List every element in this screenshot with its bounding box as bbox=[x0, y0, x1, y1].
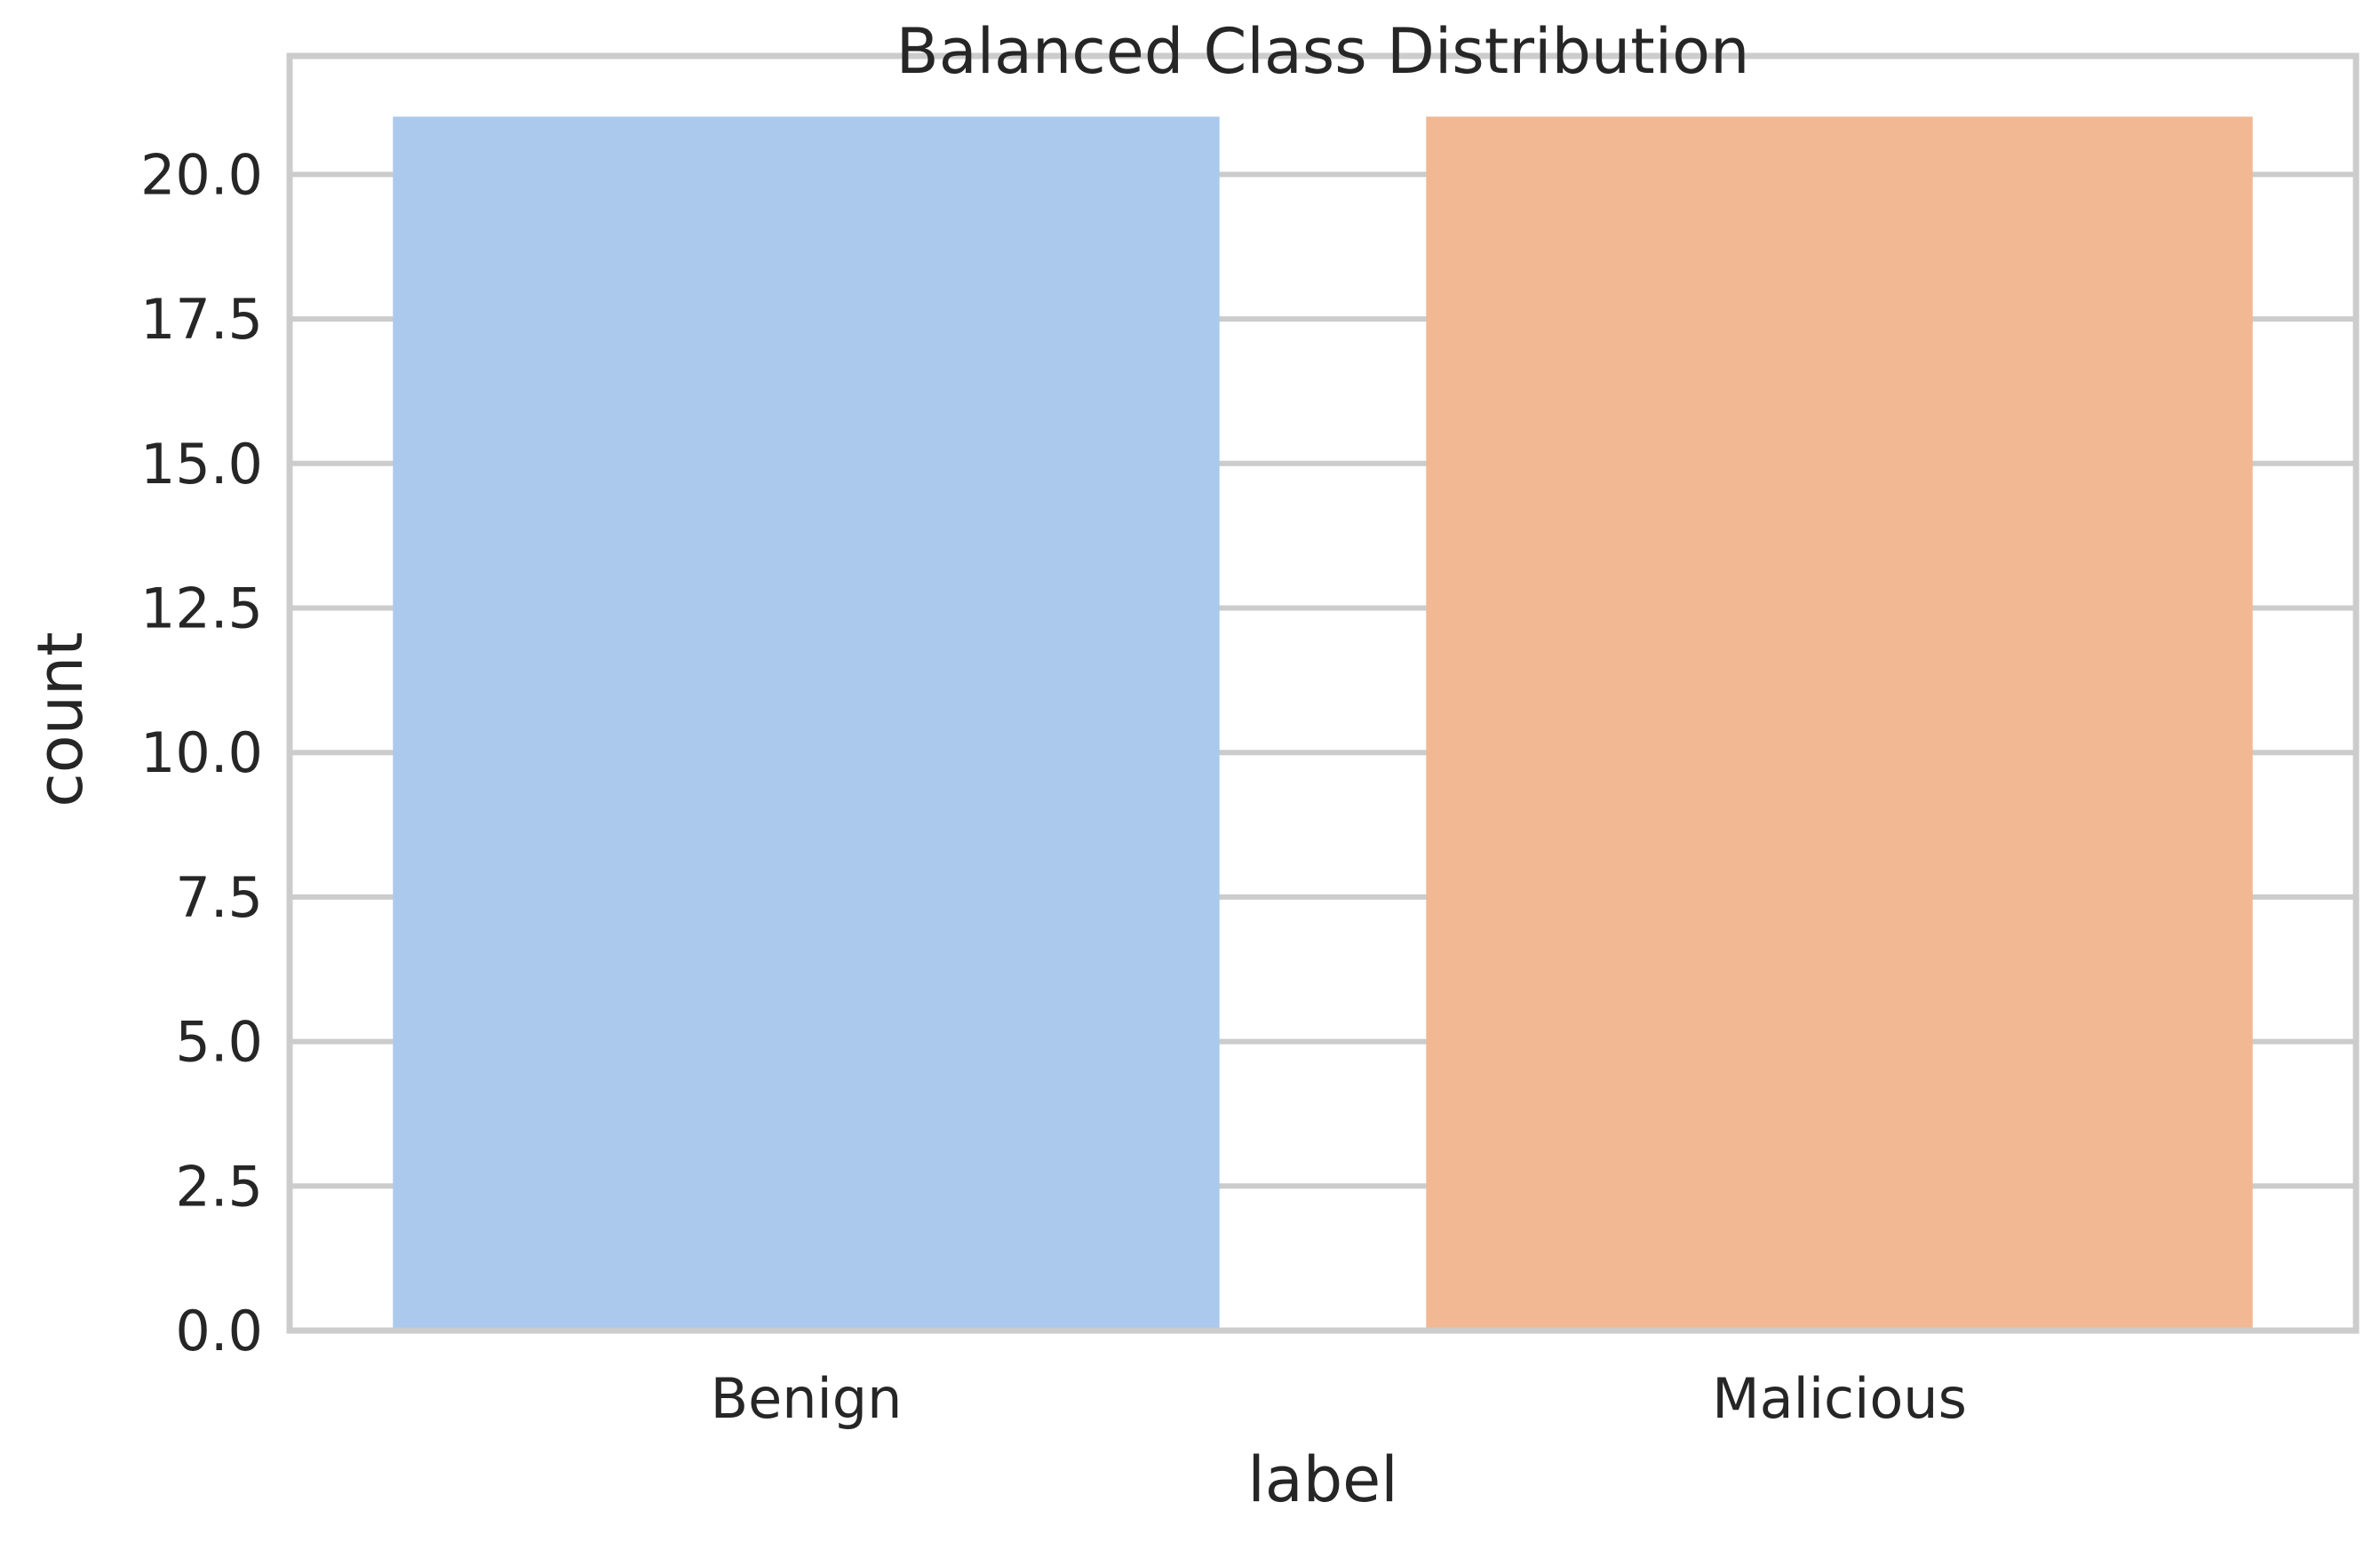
y-tick-label: 20.0 bbox=[140, 142, 263, 207]
x-tick-labels: Benign Malicious bbox=[711, 1366, 1967, 1431]
y-tick-label: 2.5 bbox=[175, 1154, 263, 1219]
y-tick-label: 12.5 bbox=[140, 576, 263, 641]
x-axis-label: label bbox=[1247, 1443, 1397, 1516]
y-tick-label: 15.0 bbox=[140, 432, 263, 497]
x-tick-label: Benign bbox=[711, 1366, 903, 1431]
y-tick-label: 0.0 bbox=[175, 1299, 263, 1363]
y-tick-label: 7.5 bbox=[175, 865, 263, 930]
plot-frame bbox=[286, 52, 2360, 1334]
chart-title: Balanced Class Distribution bbox=[896, 15, 1750, 88]
y-tick-label: 17.5 bbox=[140, 287, 263, 352]
y-axis-label: count bbox=[24, 632, 97, 807]
bar-malicious bbox=[1426, 116, 2253, 1331]
y-tick-label: 10.0 bbox=[140, 720, 263, 785]
y-tick-label: 5.0 bbox=[175, 1010, 263, 1075]
bars bbox=[393, 116, 2253, 1331]
bar-benign bbox=[393, 116, 1220, 1331]
x-tick-label: Malicious bbox=[1712, 1366, 1967, 1431]
y-tick-labels: 0.0 2.5 5.0 7.5 10.0 12.5 15.0 17.5 20.0 bbox=[140, 142, 263, 1363]
